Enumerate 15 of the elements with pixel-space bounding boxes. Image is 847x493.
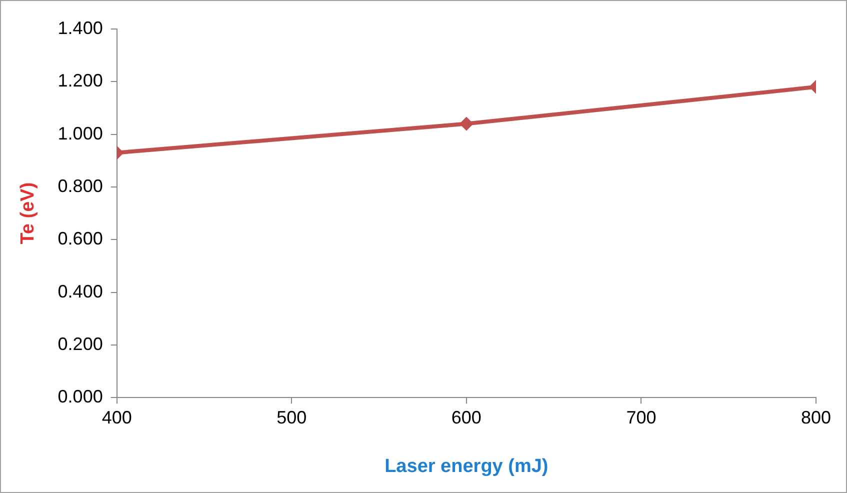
x-tick-label: 500 <box>276 407 307 428</box>
y-tick-label: 0.800 <box>58 176 103 196</box>
x-tick-label: 600 <box>451 407 482 428</box>
y-tick-label: 0.000 <box>58 386 103 407</box>
y-tick-label: 1.200 <box>58 70 103 91</box>
y-tick-label: 0.600 <box>58 228 103 249</box>
x-tick-label: 700 <box>626 407 656 428</box>
y-tick-label: 1.000 <box>58 123 103 144</box>
y-tick-label: 1.400 <box>58 18 103 38</box>
x-tick-label: 800 <box>800 407 832 428</box>
x-axis-title: Laser energy (mJ) <box>384 456 548 477</box>
y-tick-label: 0.400 <box>58 281 103 302</box>
x-tick-label: 400 <box>102 407 132 428</box>
y-tick-label: 0.200 <box>58 334 103 354</box>
y-axis-title: Te (eV) <box>18 182 39 244</box>
